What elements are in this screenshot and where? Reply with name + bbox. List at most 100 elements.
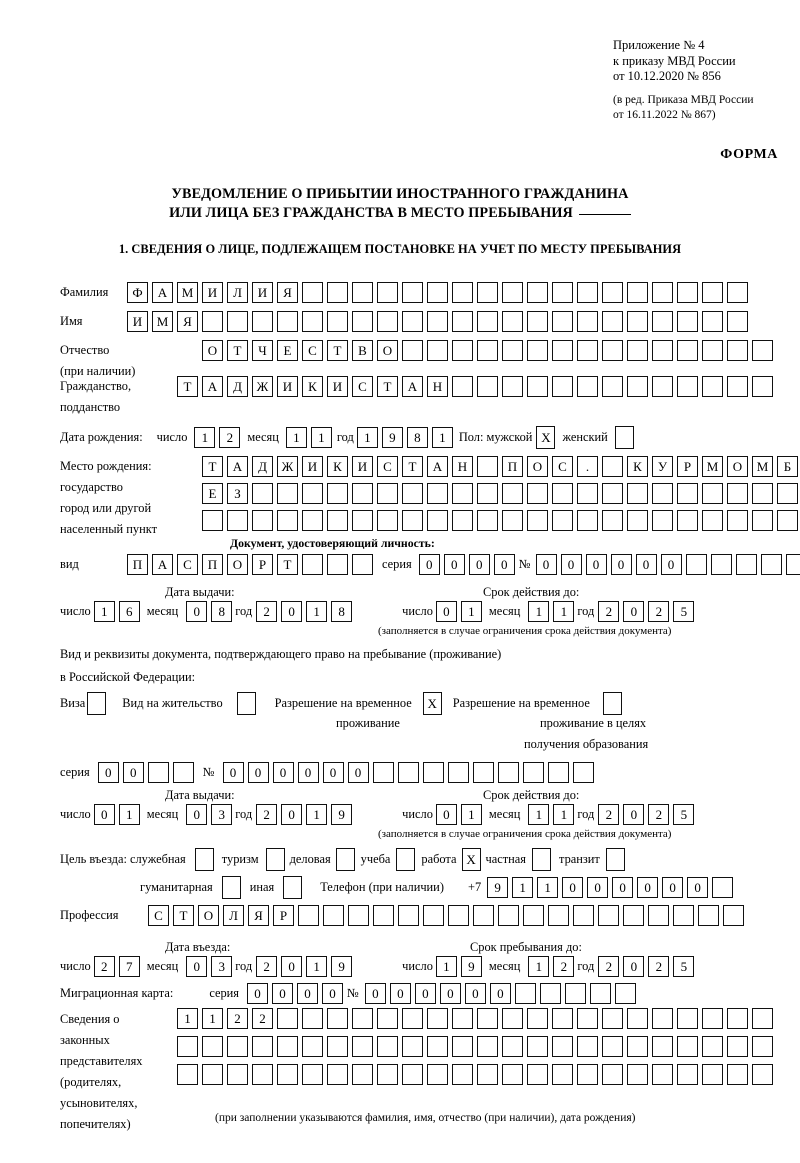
form-cell[interactable] bbox=[727, 376, 748, 397]
form-cell[interactable]: 0 bbox=[585, 554, 607, 575]
form-cell[interactable] bbox=[573, 905, 594, 926]
form-cell[interactable] bbox=[727, 1036, 748, 1057]
form-cell[interactable] bbox=[685, 554, 707, 575]
form-cell[interactable]: 0 bbox=[322, 983, 343, 1004]
form-cell[interactable] bbox=[327, 1036, 348, 1057]
form-cell[interactable]: 1 bbox=[177, 1008, 198, 1029]
form-cell[interactable] bbox=[577, 510, 598, 531]
purpose-private-checkbox[interactable] bbox=[532, 848, 551, 871]
form-cell[interactable]: С bbox=[352, 376, 373, 397]
form-cell[interactable]: . bbox=[577, 456, 598, 477]
form-cell[interactable]: 0 bbox=[186, 956, 208, 977]
form-cell[interactable] bbox=[327, 1008, 348, 1029]
form-cell[interactable] bbox=[727, 311, 748, 332]
form-cell[interactable] bbox=[477, 1064, 498, 1085]
form-cell[interactable]: 8 bbox=[406, 427, 428, 448]
form-cell[interactable] bbox=[614, 983, 636, 1004]
form-cell[interactable]: 0 bbox=[443, 554, 465, 575]
form-cell[interactable] bbox=[172, 762, 194, 783]
form-cell[interactable] bbox=[702, 340, 723, 361]
form-cell[interactable] bbox=[723, 905, 744, 926]
form-cell[interactable] bbox=[302, 1064, 323, 1085]
form-cell[interactable]: 0 bbox=[247, 983, 268, 1004]
form-cell[interactable] bbox=[452, 483, 473, 504]
form-cell[interactable] bbox=[602, 376, 623, 397]
form-cell[interactable] bbox=[727, 510, 748, 531]
form-cell[interactable] bbox=[477, 483, 498, 504]
purpose-business-checkbox[interactable] bbox=[335, 848, 355, 871]
form-cell[interactable] bbox=[427, 483, 448, 504]
form-cell[interactable]: 1 bbox=[528, 804, 550, 825]
form-cell[interactable] bbox=[252, 311, 273, 332]
form-cell[interactable]: О bbox=[527, 456, 548, 477]
form-cell[interactable] bbox=[627, 340, 648, 361]
form-cell[interactable] bbox=[702, 483, 723, 504]
form-cell[interactable] bbox=[352, 483, 373, 504]
reps-cells-2[interactable] bbox=[177, 1036, 773, 1057]
form-cell[interactable] bbox=[577, 1008, 598, 1029]
form-cell[interactable] bbox=[702, 282, 723, 303]
form-cell[interactable]: 0 bbox=[186, 601, 208, 622]
birthplace-cells-3[interactable] bbox=[202, 510, 798, 531]
form-cell[interactable] bbox=[202, 510, 223, 531]
form-cell[interactable] bbox=[352, 311, 373, 332]
form-cell[interactable] bbox=[777, 483, 798, 504]
form-cell[interactable] bbox=[702, 311, 723, 332]
form-cell[interactable]: 1 bbox=[553, 601, 575, 622]
form-cell[interactable] bbox=[427, 1064, 448, 1085]
form-cell[interactable] bbox=[277, 1008, 298, 1029]
form-cell[interactable]: 0 bbox=[489, 983, 511, 1004]
form-cell[interactable]: 0 bbox=[662, 877, 684, 898]
form-cell[interactable] bbox=[677, 483, 698, 504]
form-cell[interactable] bbox=[502, 376, 523, 397]
form-cell[interactable] bbox=[502, 1008, 523, 1029]
form-cell[interactable] bbox=[302, 554, 323, 575]
form-cell[interactable]: И bbox=[327, 376, 348, 397]
form-cell[interactable] bbox=[598, 905, 619, 926]
form-cell[interactable]: Т bbox=[202, 456, 223, 477]
form-cell[interactable] bbox=[477, 282, 498, 303]
form-cell[interactable] bbox=[527, 340, 548, 361]
form-cell[interactable] bbox=[277, 311, 298, 332]
form-cell[interactable] bbox=[298, 905, 319, 926]
form-cell[interactable] bbox=[552, 1064, 573, 1085]
form-cell[interactable]: 3 bbox=[211, 956, 233, 977]
form-cell[interactable]: 0 bbox=[414, 983, 436, 1004]
form-cell[interactable] bbox=[572, 762, 594, 783]
form-cell[interactable] bbox=[352, 1036, 373, 1057]
form-cell[interactable]: 9 bbox=[331, 956, 353, 977]
form-cell[interactable]: 0 bbox=[222, 762, 244, 783]
form-cell[interactable]: 2 bbox=[598, 956, 620, 977]
form-cell[interactable] bbox=[677, 510, 698, 531]
form-cell[interactable]: Р bbox=[252, 554, 273, 575]
form-cell[interactable]: 0 bbox=[297, 983, 318, 1004]
form-cell[interactable] bbox=[727, 282, 748, 303]
form-cell[interactable]: 0 bbox=[660, 554, 682, 575]
form-cell[interactable] bbox=[227, 1064, 248, 1085]
form-cell[interactable] bbox=[277, 483, 298, 504]
form-cell[interactable] bbox=[448, 905, 469, 926]
form-cell[interactable]: А bbox=[227, 456, 248, 477]
form-cell[interactable] bbox=[427, 311, 448, 332]
form-cell[interactable]: Т bbox=[402, 456, 423, 477]
form-cell[interactable]: 0 bbox=[612, 877, 634, 898]
form-cell[interactable]: П bbox=[127, 554, 148, 575]
purpose-tourism-checkbox[interactable] bbox=[265, 848, 285, 871]
form-cell[interactable] bbox=[377, 282, 398, 303]
form-cell[interactable]: 9 bbox=[460, 956, 482, 977]
form-cell[interactable] bbox=[377, 1064, 398, 1085]
form-cell[interactable]: 5 bbox=[673, 601, 695, 622]
form-cell[interactable] bbox=[652, 282, 673, 303]
form-cell[interactable]: 1 bbox=[460, 601, 482, 622]
